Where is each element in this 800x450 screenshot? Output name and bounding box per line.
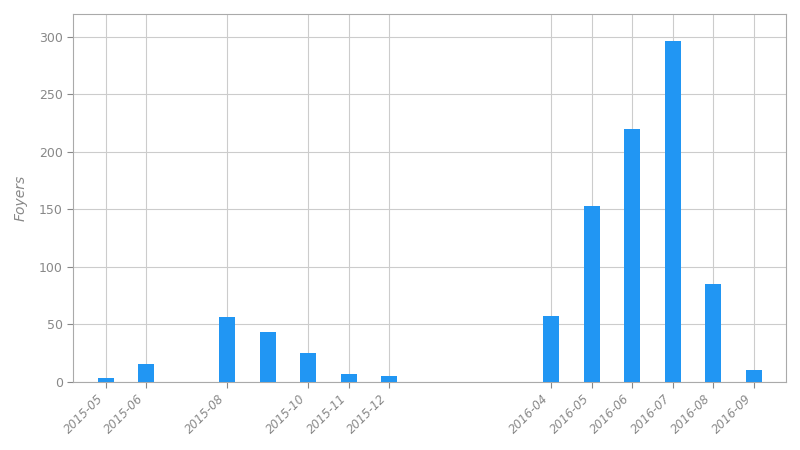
Bar <box>624 129 640 382</box>
Bar <box>138 364 154 382</box>
Bar <box>219 317 235 382</box>
Bar <box>341 374 357 382</box>
Bar <box>259 332 276 382</box>
Bar <box>98 378 114 382</box>
Bar <box>584 206 600 382</box>
Bar <box>300 353 316 382</box>
Bar <box>746 370 762 382</box>
Bar <box>665 41 681 382</box>
Bar <box>543 316 559 382</box>
Bar <box>705 284 722 382</box>
Bar <box>381 376 398 382</box>
Y-axis label: Foyers: Foyers <box>14 175 28 221</box>
